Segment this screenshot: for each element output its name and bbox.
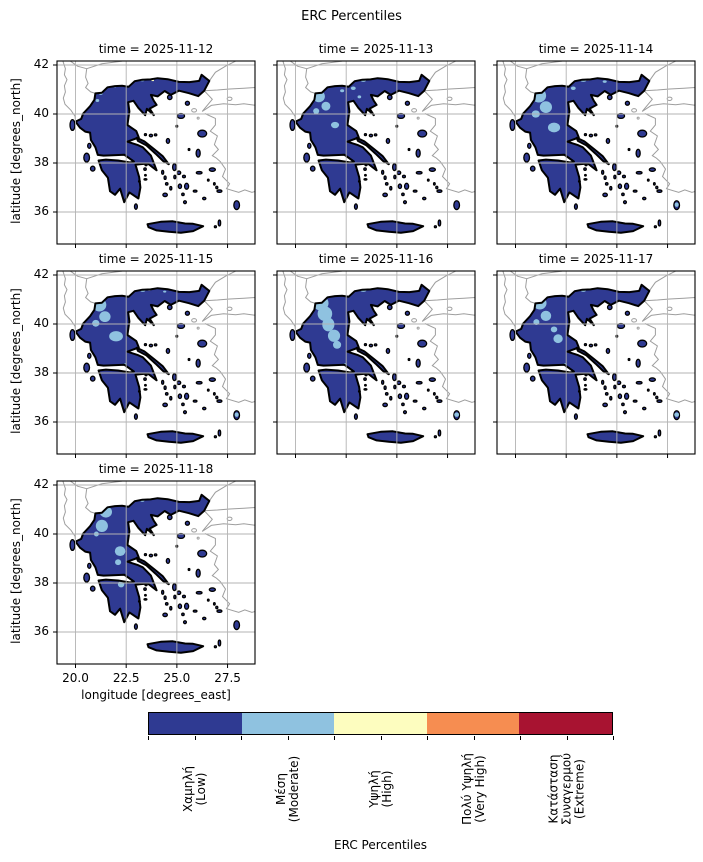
map-2025-11-12: [53, 60, 256, 248]
colorbar-category-label: Μέση (Moderate): [273, 755, 301, 823]
colorbar: [148, 712, 613, 735]
colorbar-category-label: Κατάσταση Συναγερμού (Extreme): [546, 752, 586, 826]
y-axis-label: latitude [degrees_north]: [9, 77, 23, 224]
y-axis-tick-label: 42: [33, 476, 49, 491]
y-axis-tick-label: 42: [33, 56, 49, 71]
colorbar-tick: [287, 736, 289, 740]
colorbar-category-label: Πολύ Υψηλή (Very High): [459, 753, 487, 825]
y-axis-tick-label: 36: [33, 623, 49, 638]
y-axis-tick-label: 38: [33, 574, 49, 589]
colorbar-tick: [566, 736, 568, 740]
y-axis-tick-label: 36: [33, 413, 49, 428]
y-axis-label: latitude [degrees_north]: [9, 497, 23, 644]
colorbar-tick: [194, 736, 196, 740]
x-axis-tick-label: 27.5: [214, 671, 241, 685]
panel-title: time = 2025-11-14: [538, 42, 654, 56]
x-axis-tick-label: 25.0: [163, 671, 191, 685]
map-2025-11-18: [53, 480, 256, 668]
colorbar-segment-5: [519, 713, 612, 734]
y-axis-tick-label: 40: [33, 105, 49, 120]
panel-title: time = 2025-11-17: [538, 252, 654, 266]
map-2025-11-14: [493, 60, 696, 248]
y-axis-label: latitude [degrees_north]: [9, 287, 23, 434]
colorbar-tick: [241, 736, 242, 740]
y-axis-tick-label: 42: [33, 266, 49, 281]
x-axis-tick-label: 20.0: [62, 671, 89, 685]
y-axis-tick-label: 36: [33, 203, 49, 218]
map-2025-11-13: [273, 60, 476, 248]
colorbar-tick: [148, 736, 149, 740]
colorbar-segment-2: [241, 713, 335, 734]
panel-title: time = 2025-11-15: [98, 252, 214, 266]
figure-title: ERC Percentiles: [301, 9, 402, 24]
x-axis-tick-label: 22.5: [112, 671, 140, 685]
colorbar-tick: [427, 736, 428, 740]
map-2025-11-15: [53, 270, 256, 458]
x-axis-label: longitude [degrees_east]: [81, 688, 231, 702]
panel-title: time = 2025-11-13: [318, 42, 434, 56]
colorbar-category-label: Χαμηλή (Low): [180, 765, 208, 813]
colorbar-segment-3: [334, 713, 427, 734]
y-axis-tick-label: 40: [33, 525, 49, 540]
panel-title: time = 2025-11-18: [98, 462, 214, 476]
colorbar-category-label: Υψηλή (High): [366, 770, 394, 808]
colorbar-segment-1: [149, 713, 242, 734]
colorbar-segment-4: [426, 713, 520, 734]
map-2025-11-16: [273, 270, 476, 458]
colorbar-tick: [520, 736, 521, 740]
y-axis-tick-label: 38: [33, 154, 49, 169]
colorbar-tick: [473, 736, 475, 740]
y-axis-tick-label: 40: [33, 315, 49, 330]
panel-title: time = 2025-11-12: [98, 42, 214, 56]
y-axis-tick-label: 38: [33, 364, 49, 379]
panel-title: time = 2025-11-16: [318, 252, 434, 266]
colorbar-tick: [380, 736, 382, 740]
colorbar-title: ERC Percentiles: [334, 838, 427, 852]
map-2025-11-17: [493, 270, 696, 458]
colorbar-tick: [334, 736, 335, 740]
colorbar-tick: [613, 736, 614, 740]
